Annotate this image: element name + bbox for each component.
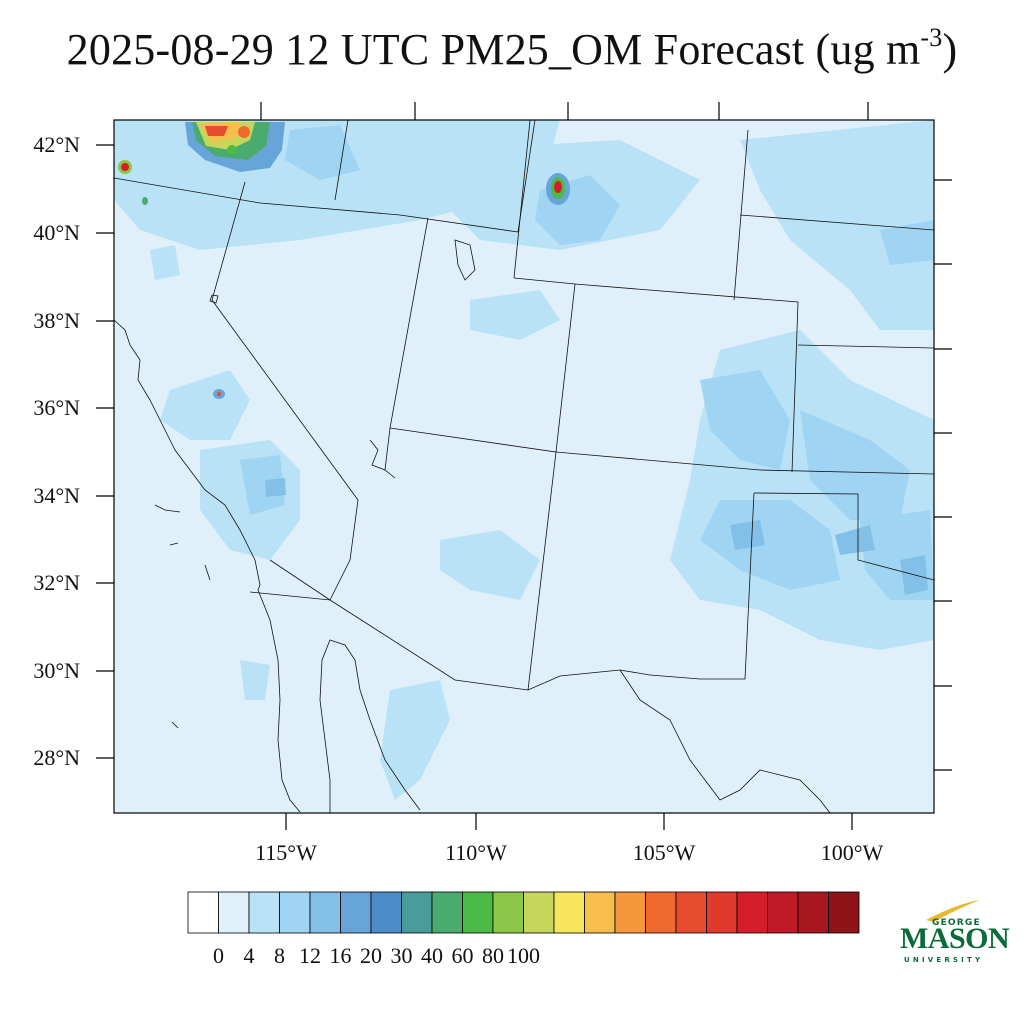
colorbar-swatch: [248, 891, 280, 934]
chart-title: 2025-08-29 12 UTC PM25_OM Forecast (ug m…: [66, 23, 958, 75]
longitude-label: 110°W: [445, 840, 507, 865]
latitude-label: 40°N: [33, 220, 80, 245]
longitude-label: 115°W: [255, 840, 317, 865]
colorbar-swatch: [431, 891, 463, 934]
tick-marks: [96, 102, 952, 830]
colorbar-swatch: [828, 891, 860, 934]
colorbar-tick-label: 0: [213, 943, 224, 968]
colorbar-tick-label: 4: [243, 943, 255, 968]
colorbar-swatch: [797, 891, 829, 934]
colorbar-swatch: [279, 891, 311, 934]
boundaries: [114, 120, 934, 813]
colorbar-swatch: [340, 891, 372, 934]
colorbar-tick-label: 30: [390, 943, 413, 968]
hotspot-northern-california-fire: [118, 160, 132, 174]
colorbar-swatch: [706, 891, 738, 934]
longitude-label: 100°W: [820, 840, 884, 865]
title-superscript: -3: [920, 23, 943, 52]
latitude-label: 42°N: [33, 132, 80, 157]
logo-line-george: GEORGE: [932, 918, 981, 928]
colorbar-swatch: [553, 891, 585, 934]
colorbar-tick-label: 60: [451, 943, 474, 968]
colorbar-swatch: [309, 891, 341, 934]
colorbar-swatch: [736, 891, 768, 934]
colorbar-swatch: [645, 891, 677, 934]
hotspot-small-green: [142, 197, 148, 205]
latitude-label: 34°N: [33, 483, 80, 508]
colorbar-swatch: [767, 891, 799, 934]
colorbar-swatch: [370, 891, 402, 934]
colorbar-swatch: [523, 891, 555, 934]
hotspot-central-california-fire: [213, 389, 225, 399]
colorbar-tick-label: 16: [329, 943, 352, 968]
colorbar-swatch: [614, 891, 646, 934]
latitude-label: 36°N: [33, 395, 80, 420]
colorbar-tick-label: 80: [482, 943, 504, 968]
hotspot-western-wyoming-fire: [546, 173, 570, 205]
colorbar-swatch: [584, 891, 616, 934]
colorbar-tick-label: 12: [299, 943, 321, 968]
latitude-label: 32°N: [33, 570, 80, 595]
colorbar-swatch: [187, 891, 219, 934]
latitude-label: 38°N: [33, 308, 80, 333]
logo-line-mason: MASON: [900, 922, 1010, 955]
george-mason-logo: GEORGE MASON UNIVERSITY: [894, 898, 1010, 970]
logo-swoosh-icon: [926, 900, 980, 922]
logo-line-university: UNIVERSITY: [904, 956, 984, 964]
latitude-label: 30°N: [33, 658, 80, 683]
colorbar: [187, 891, 860, 934]
longitude-label: 105°W: [632, 840, 696, 865]
latitude-label: 28°N: [33, 745, 80, 770]
colorbar-swatch: [492, 891, 524, 934]
colorbar-tick-label: 40: [421, 943, 443, 968]
concentration-level-4: [265, 478, 928, 595]
colorbar-swatch: [218, 891, 250, 934]
colorbar-tick-label: 100: [507, 943, 540, 968]
map-frame: [113, 119, 935, 814]
hotspot-northern-idaho-oregon-fires: [185, 122, 285, 172]
colorbar-swatch: [462, 891, 494, 934]
colorbar-swatch: [401, 891, 433, 934]
colorbar-tick-label: 20: [360, 943, 382, 968]
colorbar-swatch: [675, 891, 707, 934]
colorbar-tick-label: 8: [274, 943, 285, 968]
